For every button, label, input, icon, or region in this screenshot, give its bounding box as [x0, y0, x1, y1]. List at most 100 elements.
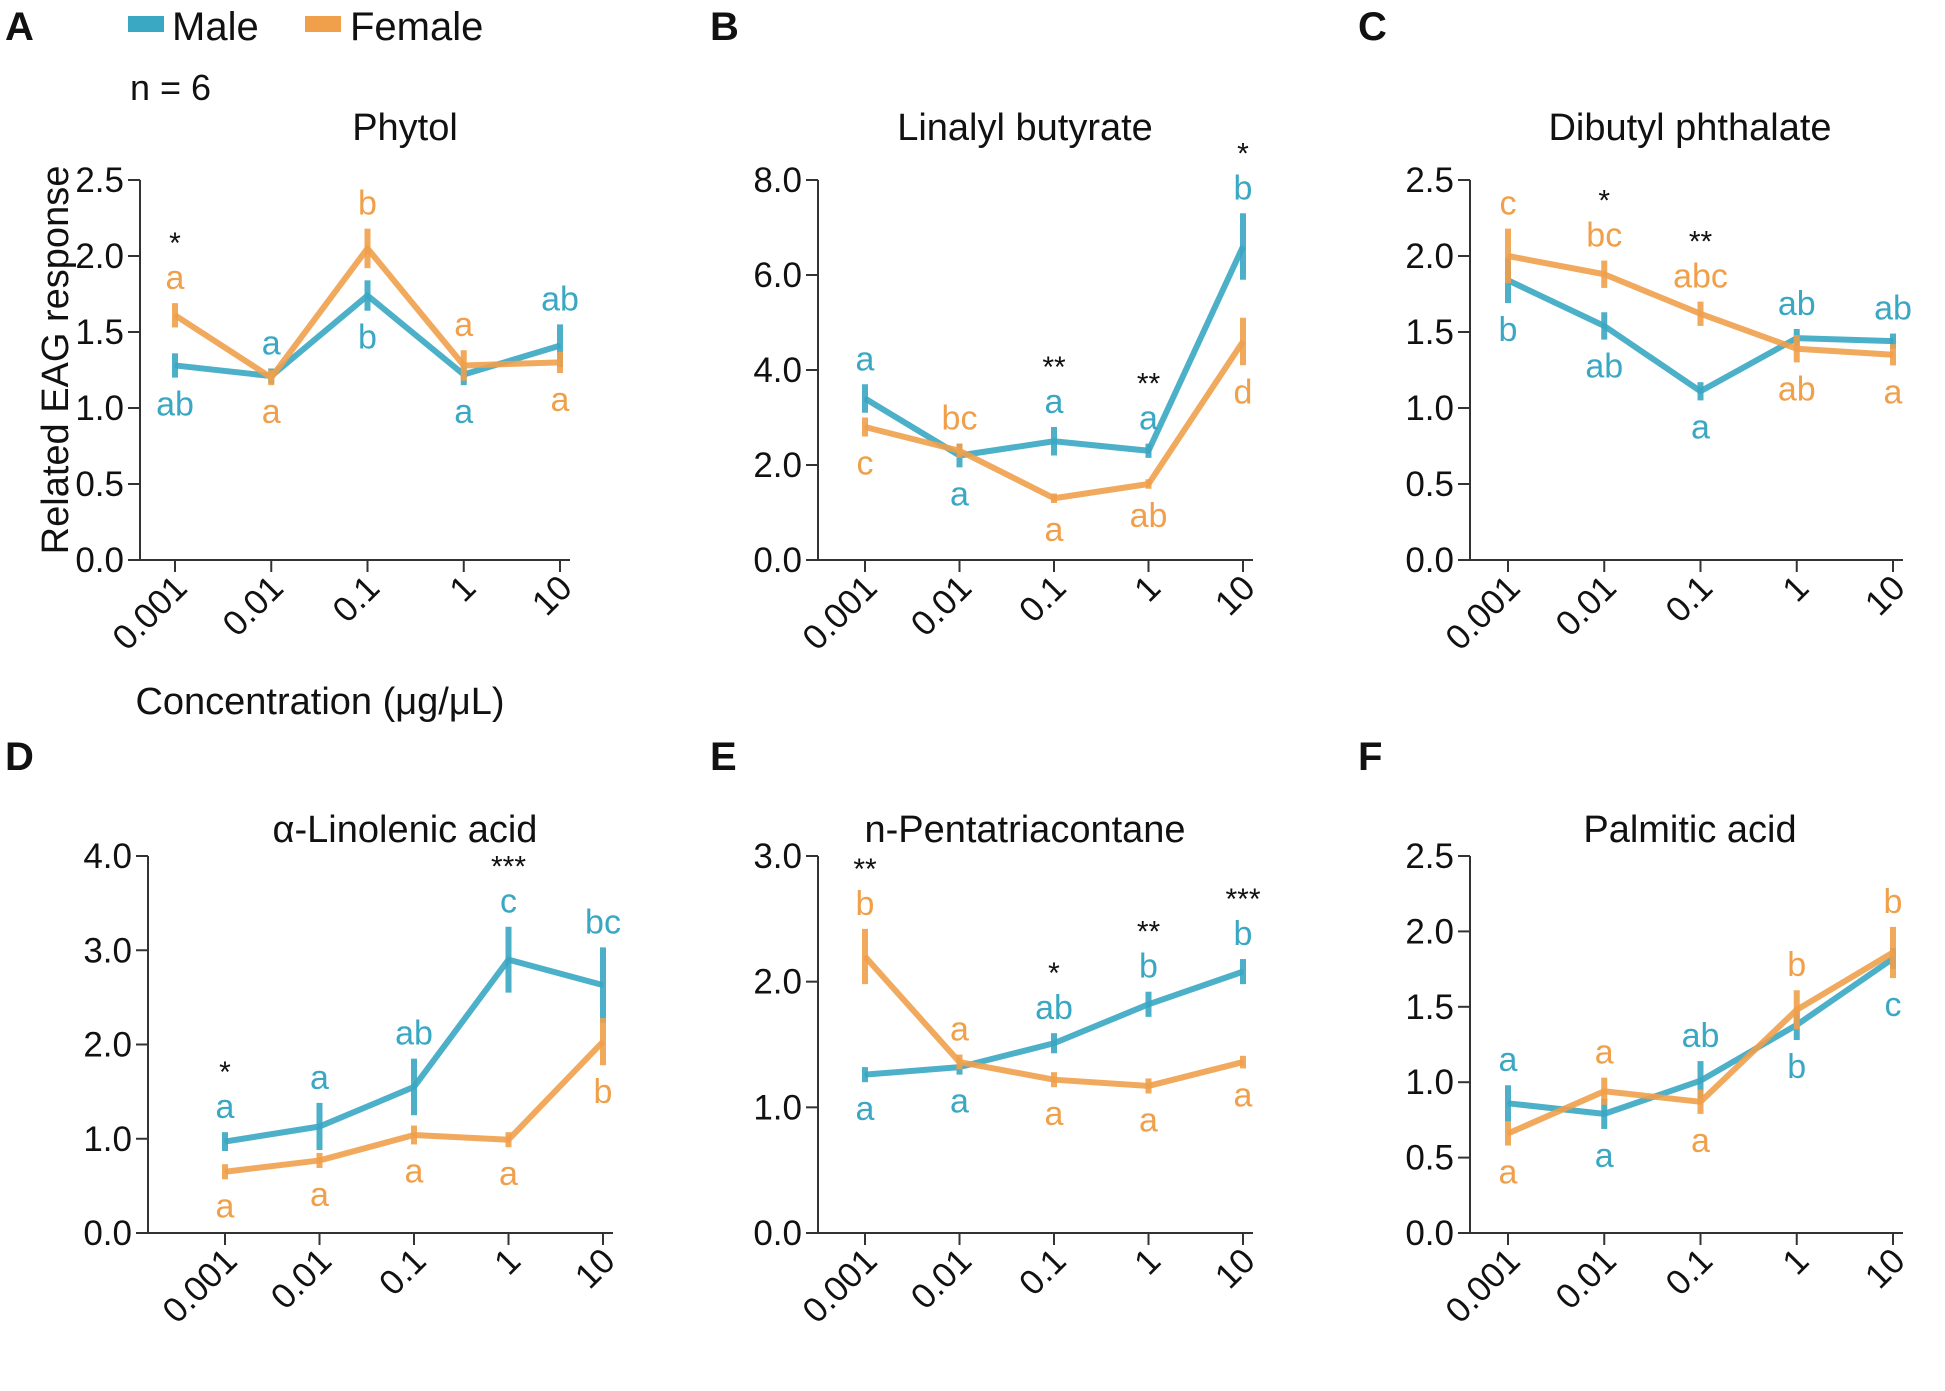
sig-letter-male: a: [856, 340, 875, 378]
legend-male-swatch: [128, 16, 164, 32]
data-point-male: [1507, 1102, 1509, 1105]
data-point-male: [559, 344, 561, 347]
y-tick-label: 2.0: [753, 963, 802, 1002]
data-point-female: [1053, 1078, 1055, 1081]
data-point-female: [507, 1138, 510, 1141]
sig-letter-male: a: [1691, 408, 1710, 446]
y-tick-label: 2.0: [75, 237, 124, 276]
x-tick-label: 1: [487, 1241, 528, 1282]
significance-stars: **: [1689, 226, 1713, 259]
x-tick-label: 0.1: [372, 1241, 434, 1303]
x-tick-label: 0.001: [795, 1241, 885, 1331]
y-tick-label: 1.5: [75, 313, 124, 352]
x-tick-label: 0.001: [795, 568, 885, 658]
data-point-female: [1507, 1132, 1509, 1135]
data-point-female: [1795, 347, 1798, 350]
data-point-male: [1892, 340, 1894, 343]
data-point-male: [1699, 390, 1702, 393]
data-point-female: [1053, 497, 1055, 500]
significance-stars: *: [1237, 137, 1249, 170]
sig-letter-female: a: [1595, 1034, 1614, 1072]
data-point-female: [1603, 273, 1606, 276]
data-point-male: [1053, 1042, 1055, 1045]
data-point-female: [1147, 1084, 1150, 1087]
legend: Male Female n = 6: [128, 5, 483, 108]
x-tick-label: 0.01: [903, 568, 979, 644]
sig-letter-female: ab: [1778, 370, 1816, 408]
sig-letter-female: a: [454, 306, 473, 344]
panel-letter: C: [1358, 5, 1387, 49]
y-tick-label: 2.0: [753, 446, 802, 485]
significance-stars: ***: [491, 851, 526, 884]
y-tick-label: 1.0: [83, 1120, 132, 1159]
legend-male-label: Male: [172, 5, 259, 49]
legend-female-swatch: [305, 16, 341, 32]
chart-panel-e: En-Pentatriacontane 0.0 1.0 2.0 3.0 0.001 0.01…: [710, 735, 1263, 1331]
data-point-male: [602, 984, 604, 987]
sig-letter-female: b: [358, 185, 377, 223]
chart-panel-b: B Linalyl butyrate 0.0 2.0 4.0 6.0 8.0 0.001 0.0…: [710, 5, 1263, 658]
y-tick-label: 1.0: [753, 1088, 802, 1127]
sig-letter-male: a: [216, 1088, 235, 1126]
x-axis-title: Concentration (μg/μL): [135, 681, 504, 723]
y-tick-label: 3.0: [753, 837, 802, 876]
y-tick-label: 1.0: [75, 389, 124, 428]
sig-letter-female: abc: [1673, 258, 1728, 296]
x-tick-label: 0.01: [215, 568, 291, 644]
sig-letter-female: b: [1884, 883, 1903, 921]
sig-letter-male: a: [1499, 1041, 1518, 1079]
sig-letter-female: a: [1045, 1095, 1064, 1133]
y-tick-label: 0.0: [83, 1214, 132, 1253]
sig-letter-male: b: [1139, 948, 1158, 986]
significance-stars: ***: [1225, 883, 1260, 916]
y-tick-label: 4.0: [753, 351, 802, 390]
panel-letter: E: [710, 735, 737, 779]
data-point-male: [507, 958, 510, 961]
sig-letter-female: b: [1787, 946, 1806, 984]
sig-letter-male: a: [950, 475, 969, 513]
chart-panel-f: F Palmitic acid 0.0 0.5 1.0 1.5 2.0 2.5 0.001 0.0…: [1358, 735, 1913, 1331]
x-tick-label: 0.1: [1658, 568, 1720, 630]
data-point-male: [864, 397, 866, 400]
data-point-female: [462, 364, 465, 367]
data-point-female: [1892, 353, 1894, 356]
sig-letter-male: b: [1499, 311, 1518, 349]
x-tick-label: 0.1: [1658, 1241, 1720, 1303]
sig-letter-male: ab: [395, 1015, 433, 1053]
sig-letter-female: a: [950, 1011, 969, 1049]
y-tick-label: 2.5: [75, 161, 124, 200]
sig-letter-female: a: [166, 259, 185, 297]
chart-panel-c: C Dibutyl phthalate 0.0 0.5 1.0 1.5 2.0 2.5 0.00…: [1358, 5, 1913, 658]
sig-letter-male: c: [500, 883, 517, 921]
sig-letter-female: a: [551, 381, 570, 419]
x-tick-label: 0.001: [1438, 1241, 1528, 1331]
x-tick-label: 1: [442, 568, 483, 609]
chart-panel-a: A Phytol 0.0 0.5 1.0 1.5 2.0 2.5 0.001 0.01 0.1 1 10…: [5, 5, 580, 658]
sig-letter-female: a: [1139, 1102, 1158, 1140]
data-point-female: [270, 376, 273, 379]
sig-letter-male: ab: [1682, 1017, 1720, 1055]
y-tick-label: 0.5: [75, 465, 124, 504]
panel-letter: F: [1358, 735, 1382, 779]
x-tick-label: 10: [525, 568, 580, 623]
data-point-male: [174, 364, 176, 367]
x-tick-label: 10: [568, 1241, 623, 1296]
sig-letter-male: a: [950, 1083, 969, 1121]
panel-title: Palmitic acid: [1583, 809, 1796, 851]
sig-letter-female: b: [856, 885, 875, 923]
significance-stars: *: [1048, 957, 1060, 990]
y-tick-label: 3.0: [83, 931, 132, 970]
data-point-male: [1699, 1079, 1702, 1082]
sig-letter-female: bc: [1586, 217, 1622, 255]
panel-title: n-Pentatriacontane: [864, 809, 1185, 851]
sig-letter-male: a: [310, 1059, 329, 1097]
sig-letter-female: a: [1691, 1122, 1710, 1160]
sig-letter-male: a: [454, 393, 473, 431]
data-point-male: [1242, 245, 1244, 248]
significance-stars: **: [1137, 368, 1161, 401]
data-point-female: [413, 1133, 415, 1136]
y-axis-title: Related EAG response: [35, 166, 77, 555]
data-point-female: [318, 1159, 321, 1162]
sig-letter-male: ab: [1035, 989, 1073, 1027]
